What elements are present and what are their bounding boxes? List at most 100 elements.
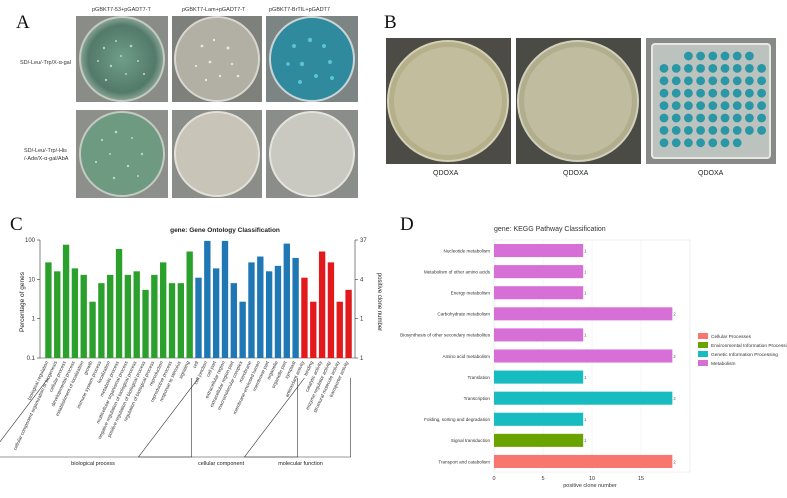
- go-bar: [107, 274, 114, 358]
- go-group-bracket: [0, 377, 192, 458]
- kegg-category-label: Signal transduction: [451, 438, 491, 443]
- kegg-value-label: 1: [584, 291, 587, 296]
- go-group-label: cellular component: [198, 461, 245, 467]
- go-y-tick-label: 100: [25, 238, 36, 244]
- kegg-legend-swatch: [698, 342, 708, 348]
- go-bar: [239, 301, 246, 358]
- go-y-axis-label: Percentage of genes: [19, 271, 26, 332]
- kegg-x-tick-label: 5: [541, 476, 544, 482]
- kegg-category-label: Transport and catabolism: [438, 459, 490, 464]
- plate-photo-a3: [266, 16, 358, 102]
- qdoxa-label-2: QDOXA: [563, 170, 589, 177]
- plate-photo-b3: [646, 38, 776, 164]
- panel-letter-a: A: [16, 12, 30, 33]
- kegg-legend-swatch: [698, 351, 708, 357]
- go-bar: [327, 262, 335, 358]
- kegg-value-label: 2: [673, 312, 676, 317]
- go-bar: [274, 265, 282, 358]
- kegg-category-label: Biosynthesis of other secondary metaboli…: [400, 333, 491, 338]
- go-y2-tick-label: 4: [360, 277, 364, 283]
- go-bar: [292, 257, 299, 358]
- go-bar: [168, 283, 176, 358]
- go-bar: [45, 262, 52, 358]
- kegg-value-label: 1: [584, 438, 587, 443]
- go-classification-chart: gene: Gene Ontology Classification Perce…: [0, 227, 382, 467]
- kegg-x-axis-label: positive clone number: [563, 483, 617, 489]
- go-bar: [248, 262, 255, 358]
- row-label-sd-leu-trp: SD/-Leu/-Trp/X-α-gal: [20, 60, 71, 66]
- kegg-value-label: 2: [673, 396, 676, 401]
- go-category-label: growth: [83, 360, 95, 376]
- plate-label-col1: pGBKT7-53+pGADT7-T: [92, 7, 151, 13]
- plate-photo-b1: [386, 38, 511, 164]
- go-bar: [310, 301, 317, 358]
- go-bar: [265, 271, 273, 358]
- go-bar: [230, 283, 237, 358]
- row-label-sd-qdo-line1: SD/-Leu/-Trp/-His: [24, 148, 67, 154]
- go-bar: [283, 243, 290, 358]
- go-y2-tick-label: 1: [360, 356, 364, 362]
- kegg-legend-swatch: [698, 360, 708, 366]
- kegg-category-label: Metabolism of other amino acids: [424, 269, 491, 274]
- go-group-bracket: [137, 377, 298, 458]
- qdoxa-label-1: QDOXA: [433, 170, 459, 177]
- row-label-sd-qdo-line2: /-Ade/X-α-gal/AbA: [24, 156, 69, 162]
- kegg-value-label: 1: [584, 269, 587, 274]
- plate-photo-a4: [76, 110, 168, 198]
- kegg-legend-swatch: [698, 333, 708, 339]
- kegg-bar: [494, 391, 673, 405]
- kegg-legend-label: Metabolism: [711, 361, 736, 367]
- kegg-bar: [494, 349, 673, 363]
- go-bar: [124, 274, 132, 358]
- kegg-legend-label: Environmental Information Processing: [711, 343, 787, 349]
- go-bar: [62, 244, 70, 358]
- go-bar: [142, 289, 149, 358]
- go-y-tick-label: 0.1: [27, 356, 36, 362]
- go-group-bracket: [243, 377, 351, 458]
- panel-letter-b: B: [384, 12, 397, 33]
- kegg-bar: [494, 265, 584, 279]
- kegg-value-label: 1: [584, 417, 587, 422]
- kegg-value-label: 1: [584, 333, 587, 338]
- go-bar: [151, 274, 158, 358]
- kegg-category-label: Folding, sorting and degradation: [424, 417, 490, 422]
- go-group-label: biological process: [71, 461, 115, 467]
- kegg-legend-label: Cellular Processes: [711, 334, 752, 340]
- go-group-label: molecular function: [278, 461, 323, 467]
- kegg-category-label: Energy metabolism: [451, 291, 490, 296]
- kegg-category-label: Amino acid metabolism: [443, 354, 491, 359]
- kegg-legend-label: Genetic Information Processing: [711, 352, 778, 358]
- plate-photo-a5: [172, 110, 262, 198]
- go-bar: [160, 262, 167, 358]
- go-bar: [318, 251, 326, 358]
- go-bar: [54, 271, 61, 358]
- kegg-bar: [494, 412, 584, 426]
- panel-letter-d: D: [400, 214, 414, 235]
- kegg-value-label: 1: [584, 248, 587, 253]
- kegg-value-label: 2: [673, 459, 676, 464]
- go-bar: [212, 268, 220, 358]
- qdoxa-label-3: QDOXA: [698, 170, 724, 177]
- plate-label-col3: pGBKT7-BrTIL+pGADT7: [269, 7, 330, 13]
- kegg-category-label: Translation: [467, 375, 490, 380]
- kegg-x-tick-label: 10: [589, 476, 595, 482]
- kegg-chart-title: gene: KEGG Pathway Classification: [494, 226, 606, 233]
- kegg-bar: [494, 244, 584, 258]
- kegg-x-tick-label: 0: [492, 476, 495, 482]
- go-bar: [98, 283, 105, 358]
- kegg-classification-chart: gene: KEGG Pathway Classification positi…: [400, 226, 787, 489]
- go-bar: [177, 283, 185, 358]
- kegg-category-label: Carbohydrate metabolism: [437, 312, 490, 317]
- go-category-label: cell: [192, 360, 200, 369]
- go-chart-title: gene: Gene Ontology Classification: [170, 227, 280, 234]
- go-y2-tick-label: 37: [360, 238, 367, 244]
- go-bar: [345, 289, 352, 358]
- kegg-bar: [494, 328, 584, 342]
- kegg-bar: [494, 370, 584, 384]
- go-bar: [301, 277, 308, 358]
- plate-photo-a1: [76, 16, 168, 102]
- go-bar: [336, 301, 343, 358]
- plate-photo-a2: [172, 16, 262, 102]
- go-y2-tick-label: 1: [360, 317, 364, 323]
- kegg-value-label: 1: [584, 375, 587, 380]
